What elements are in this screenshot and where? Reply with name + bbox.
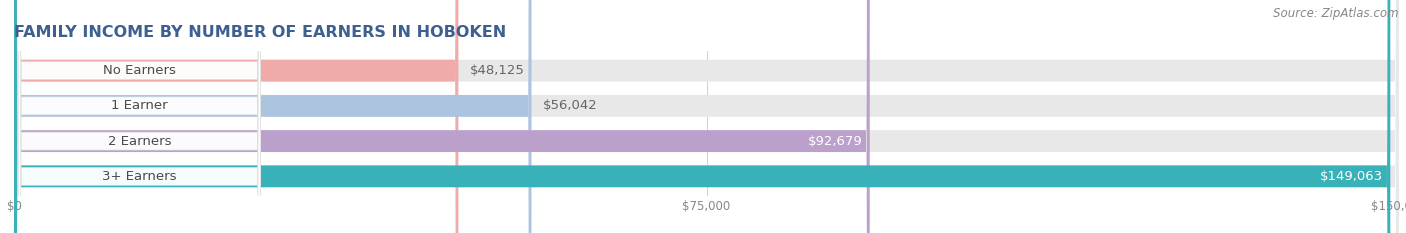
Text: FAMILY INCOME BY NUMBER OF EARNERS IN HOBOKEN: FAMILY INCOME BY NUMBER OF EARNERS IN HO… — [14, 25, 506, 40]
Text: $56,042: $56,042 — [543, 99, 598, 112]
Text: 3+ Earners: 3+ Earners — [103, 170, 177, 183]
FancyBboxPatch shape — [14, 0, 1399, 233]
Text: Source: ZipAtlas.com: Source: ZipAtlas.com — [1274, 7, 1399, 20]
Text: $48,125: $48,125 — [470, 64, 524, 77]
FancyBboxPatch shape — [14, 0, 1391, 233]
FancyBboxPatch shape — [18, 0, 260, 233]
FancyBboxPatch shape — [14, 0, 458, 233]
FancyBboxPatch shape — [18, 0, 260, 233]
Text: 1 Earner: 1 Earner — [111, 99, 167, 112]
Text: No Earners: No Earners — [103, 64, 176, 77]
Text: $149,063: $149,063 — [1320, 170, 1384, 183]
FancyBboxPatch shape — [14, 0, 1399, 233]
FancyBboxPatch shape — [18, 0, 260, 233]
Text: 2 Earners: 2 Earners — [108, 135, 172, 148]
FancyBboxPatch shape — [14, 0, 531, 233]
FancyBboxPatch shape — [14, 0, 1399, 233]
FancyBboxPatch shape — [18, 0, 260, 233]
FancyBboxPatch shape — [14, 0, 870, 233]
Text: $92,679: $92,679 — [808, 135, 863, 148]
FancyBboxPatch shape — [14, 0, 1399, 233]
